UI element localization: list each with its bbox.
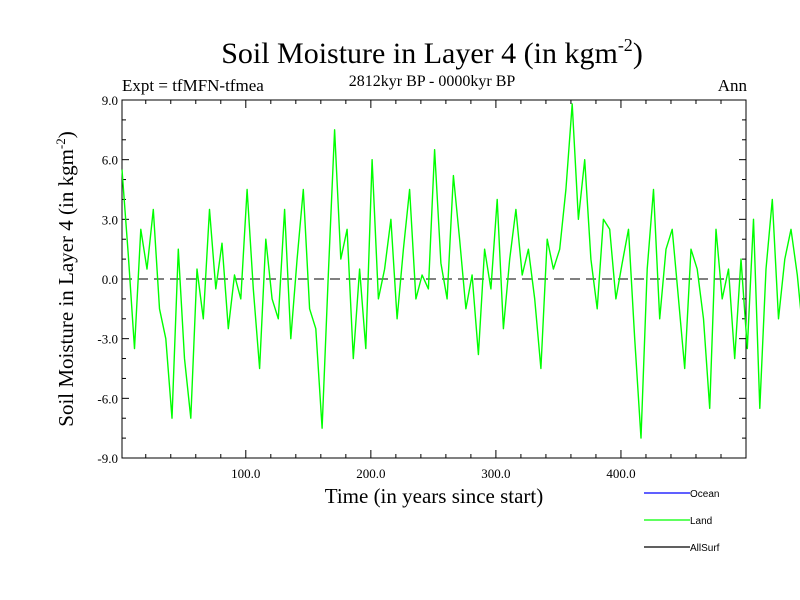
- x-tick-label: 100.0: [231, 466, 260, 481]
- legend-label-land: Land: [690, 516, 712, 527]
- chart-title-exponent: -2: [618, 35, 633, 55]
- x-axis-label: Time (in years since start): [325, 484, 544, 508]
- y-tick-label: 0.0: [102, 272, 118, 287]
- chart-title-text: Soil Moisture in Layer 4 (in kgm: [221, 37, 618, 70]
- y-axis-label-close: ): [54, 131, 78, 138]
- y-axis-label-exponent: -2: [53, 138, 68, 149]
- y-tick-label: 6.0: [102, 153, 118, 168]
- x-axis: 100.0 200.0 300.0 400.0: [145, 100, 722, 481]
- y-tick-label: -6.0: [97, 391, 118, 406]
- y-axis-label-text: Soil Moisture in Layer 4 (in kgm: [54, 149, 78, 427]
- series-line-land: [121, 103, 800, 439]
- x-tick-label: 200.0: [356, 466, 385, 481]
- y-tick-label: 9.0: [102, 93, 118, 108]
- y-tick-label: -9.0: [97, 451, 118, 466]
- legend-label-ocean: Ocean: [690, 489, 719, 500]
- y-tick-label: -3.0: [97, 332, 118, 347]
- y-axis: -9.0 -6.0 -3.0 0.0 3.0 6.0 9.0: [97, 93, 746, 466]
- chart-title-close: ): [633, 37, 643, 70]
- expt-label: Expt = tfMFN-tfmea: [122, 76, 264, 95]
- series-layer: [121, 103, 800, 439]
- chart-subtitle: 2812kyr BP - 0000kyr BP: [349, 73, 516, 90]
- season-label: Ann: [718, 76, 748, 95]
- legend: Ocean Land AllSurf: [644, 489, 720, 554]
- legend-label-allsurf: AllSurf: [690, 543, 720, 554]
- x-tick-label: 400.0: [606, 466, 635, 481]
- x-tick-label: 300.0: [481, 466, 510, 481]
- y-axis-label: Soil Moisture in Layer 4 (in kgm-2): [53, 131, 78, 426]
- y-tick-label: 3.0: [102, 212, 118, 227]
- chart-title: Soil Moisture in Layer 4 (in kgm-2): [221, 35, 643, 70]
